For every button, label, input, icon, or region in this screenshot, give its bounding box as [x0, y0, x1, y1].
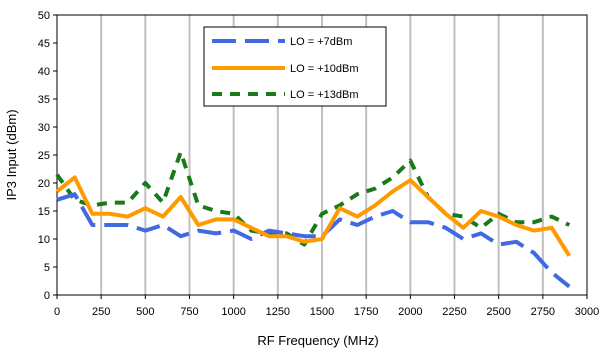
y-tick-label-35: 35	[38, 94, 50, 106]
y-tick-label-30: 30	[38, 122, 50, 134]
y-tick-label-0: 0	[44, 290, 50, 302]
x-tick-label-250: 250	[92, 306, 110, 318]
x-tick-label-750: 750	[180, 306, 198, 318]
y-axis-ticks: 0 5 10 15 20 25 30 35 40 45 50	[38, 10, 57, 302]
y-tick-label-25: 25	[38, 150, 50, 162]
x-tick-label-500: 500	[136, 306, 154, 318]
y-axis-title: IP3 Input (dBm)	[4, 109, 19, 200]
y-tick-label-20: 20	[38, 178, 50, 190]
x-tick-label-1500: 1500	[310, 306, 334, 318]
x-tick-label-1750: 1750	[354, 306, 378, 318]
x-tick-label-3000: 3000	[575, 306, 599, 318]
x-tick-label-2250: 2250	[442, 306, 466, 318]
series-line-lo-10dbm	[55, 175, 571, 257]
y-tick-label-15: 15	[38, 206, 50, 218]
series-line-lo-13dbm	[55, 150, 571, 247]
series-line-lo-7dbm	[56, 192, 571, 289]
series-layer	[55, 150, 571, 289]
grid-layer	[100, 15, 544, 295]
y-tick-label-40: 40	[38, 66, 50, 78]
legend: LO = +7dBm LO = +10dBm LO = +13dBm	[203, 26, 387, 107]
y-tick-label-50: 50	[38, 10, 50, 22]
x-axis-ticks: 0 250 500 750 1000 1250 1500 1750 2000 2250 2500 27…	[54, 295, 599, 318]
y-tick-label-5: 5	[44, 262, 50, 274]
legend-label-lo7: LO = +7dBm	[290, 36, 352, 48]
x-tick-label-2000: 2000	[398, 306, 422, 318]
x-tick-label-1250: 1250	[266, 306, 290, 318]
legend-label-lo10: LO = +10dBm	[290, 63, 359, 75]
x-tick-label-2500: 2500	[486, 306, 510, 318]
x-tick-label-2750: 2750	[531, 306, 555, 318]
y-tick-label-45: 45	[38, 38, 50, 50]
x-tick-label-1000: 1000	[221, 306, 245, 318]
x-tick-label-0: 0	[54, 306, 60, 318]
x-axis-title: RF Frequency (MHz)	[257, 333, 378, 348]
y-tick-label-10: 10	[38, 234, 50, 246]
legend-label-lo13: LO = +13dBm	[290, 89, 359, 101]
